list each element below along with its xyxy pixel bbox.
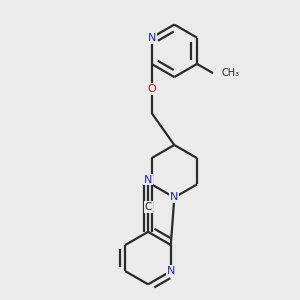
- Text: N: N: [170, 193, 178, 202]
- Text: O: O: [147, 84, 156, 94]
- Text: CH₃: CH₃: [221, 68, 240, 78]
- Text: N: N: [144, 175, 152, 184]
- Text: N: N: [167, 266, 175, 276]
- Text: N: N: [147, 33, 156, 43]
- Text: C: C: [144, 202, 152, 212]
